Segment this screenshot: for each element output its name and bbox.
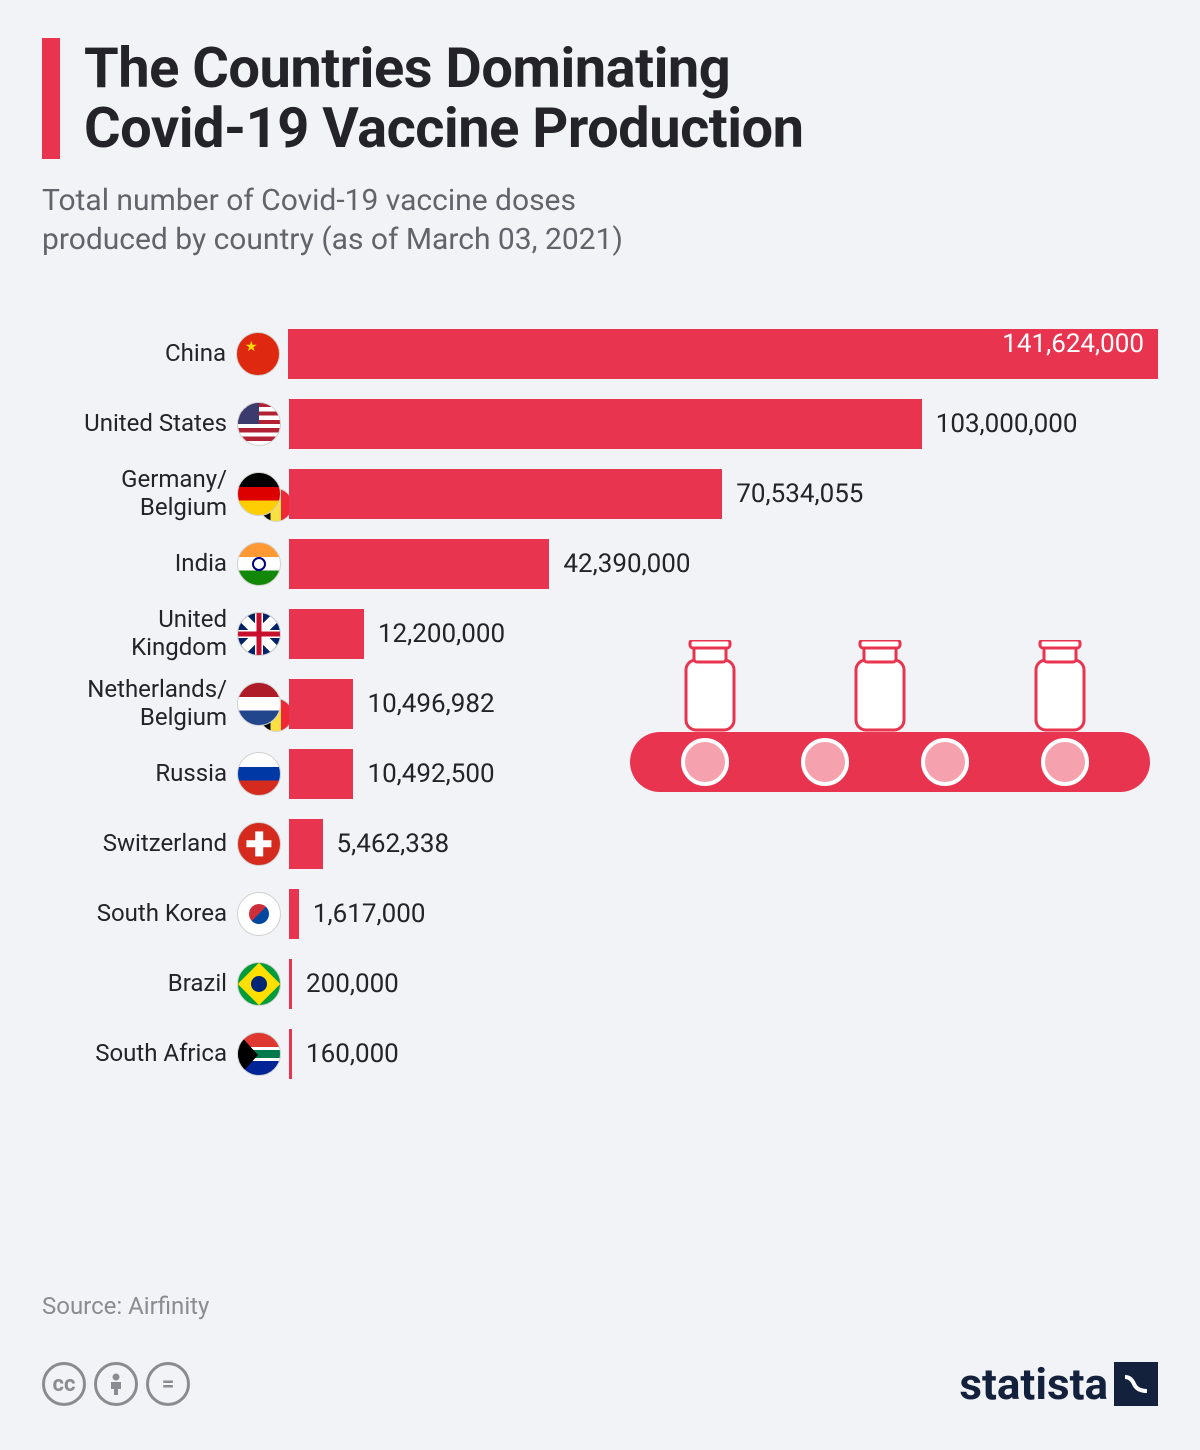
page-title: The Countries Dominating Covid-19 Vaccin…: [84, 38, 804, 159]
header: The Countries Dominating Covid-19 Vaccin…: [42, 38, 1158, 159]
bar: [289, 889, 299, 939]
bar-value: 103,000,000: [936, 409, 1078, 439]
title-line-2: Covid-19 Vaccine Production: [84, 95, 804, 161]
bar: [289, 959, 292, 1009]
bar-area: 200,000: [289, 959, 1158, 1009]
chart-row: India 42,390,000: [42, 529, 1158, 599]
chart-row: China 141,624,000: [42, 319, 1158, 389]
logo-mark: [1114, 1362, 1158, 1406]
source-label: Source: Airfinity: [42, 1292, 209, 1320]
flag-icon: [237, 612, 281, 656]
chart-row: South Africa 160,000: [42, 1019, 1158, 1089]
bar-area: 103,000,000: [289, 399, 1158, 449]
bar-value: 200,000: [306, 969, 399, 999]
footer: cc = statista: [42, 1358, 1158, 1410]
chart-row: United States 103,000,000: [42, 389, 1158, 459]
bar-value: 1,617,000: [313, 899, 426, 929]
flag-icon: [237, 752, 281, 796]
bar: [289, 539, 549, 589]
flag-icon: [237, 892, 281, 936]
bar-value: 70,534,055: [736, 479, 863, 509]
chart-row: Germany/Belgium 70,534,055: [42, 459, 1158, 529]
bar-value: 160,000: [306, 1039, 399, 1069]
nd-icon: =: [146, 1362, 190, 1406]
bar-value: 10,492,500: [367, 759, 494, 789]
chart-row: Brazil 200,000: [42, 949, 1158, 1019]
accent-bar: [42, 38, 60, 159]
cc-license-icons: cc =: [42, 1362, 190, 1406]
bar-area: 70,534,055: [289, 469, 1158, 519]
bar-value: 12,200,000: [378, 619, 505, 649]
country-label: Russia: [42, 760, 237, 788]
flag-icon: [237, 682, 281, 726]
bar: [289, 819, 323, 869]
country-label: China: [42, 340, 236, 368]
subtitle-line-2: produced by country (as of March 03, 202…: [42, 222, 623, 257]
bar-area: 160,000: [289, 1029, 1158, 1079]
country-label: Netherlands/Belgium: [42, 676, 237, 731]
flag-icon: [237, 822, 281, 866]
title-line-1: The Countries Dominating: [84, 35, 730, 101]
country-label: Switzerland: [42, 830, 237, 858]
by-icon: [94, 1362, 138, 1406]
flag-icon: [237, 402, 281, 446]
flag-icon: [236, 332, 280, 376]
country-label: South Korea: [42, 900, 237, 928]
conveyor-illustration: [630, 640, 1150, 824]
bar-area: 141,624,000: [288, 329, 1158, 379]
flag-icon: [237, 542, 281, 586]
country-label: India: [42, 550, 237, 578]
subtitle: Total number of Covid-19 vaccine doses p…: [42, 181, 1158, 259]
flag-icon: [237, 1032, 281, 1076]
bar: [289, 469, 722, 519]
statista-logo: statista: [959, 1358, 1158, 1410]
country-label: United States: [42, 410, 237, 438]
bar: [289, 399, 922, 449]
bar: [289, 609, 364, 659]
bar-area: 42,390,000: [289, 539, 1158, 589]
bar-value: 5,462,338: [337, 829, 450, 859]
cc-icon: cc: [42, 1362, 86, 1406]
bar-value: 141,624,000: [1002, 329, 1144, 359]
bar: 141,624,000: [288, 329, 1158, 379]
bar: [289, 1029, 292, 1079]
flag-icon: [237, 472, 281, 516]
bar-value: 42,390,000: [563, 549, 690, 579]
logo-text: statista: [959, 1358, 1108, 1410]
subtitle-line-1: Total number of Covid-19 vaccine doses: [42, 183, 576, 218]
country-label: Brazil: [42, 970, 237, 998]
chart-row: South Korea 1,617,000: [42, 879, 1158, 949]
bar: [289, 749, 353, 799]
bar-area: 5,462,338: [289, 819, 1158, 869]
bar-value: 10,496,982: [367, 689, 494, 719]
bar-area: 1,617,000: [289, 889, 1158, 939]
flag-icon: [237, 962, 281, 1006]
bar: [289, 679, 353, 729]
country-label: South Africa: [42, 1040, 237, 1068]
country-label: UnitedKingdom: [42, 606, 237, 661]
country-label: Germany/Belgium: [42, 466, 237, 521]
